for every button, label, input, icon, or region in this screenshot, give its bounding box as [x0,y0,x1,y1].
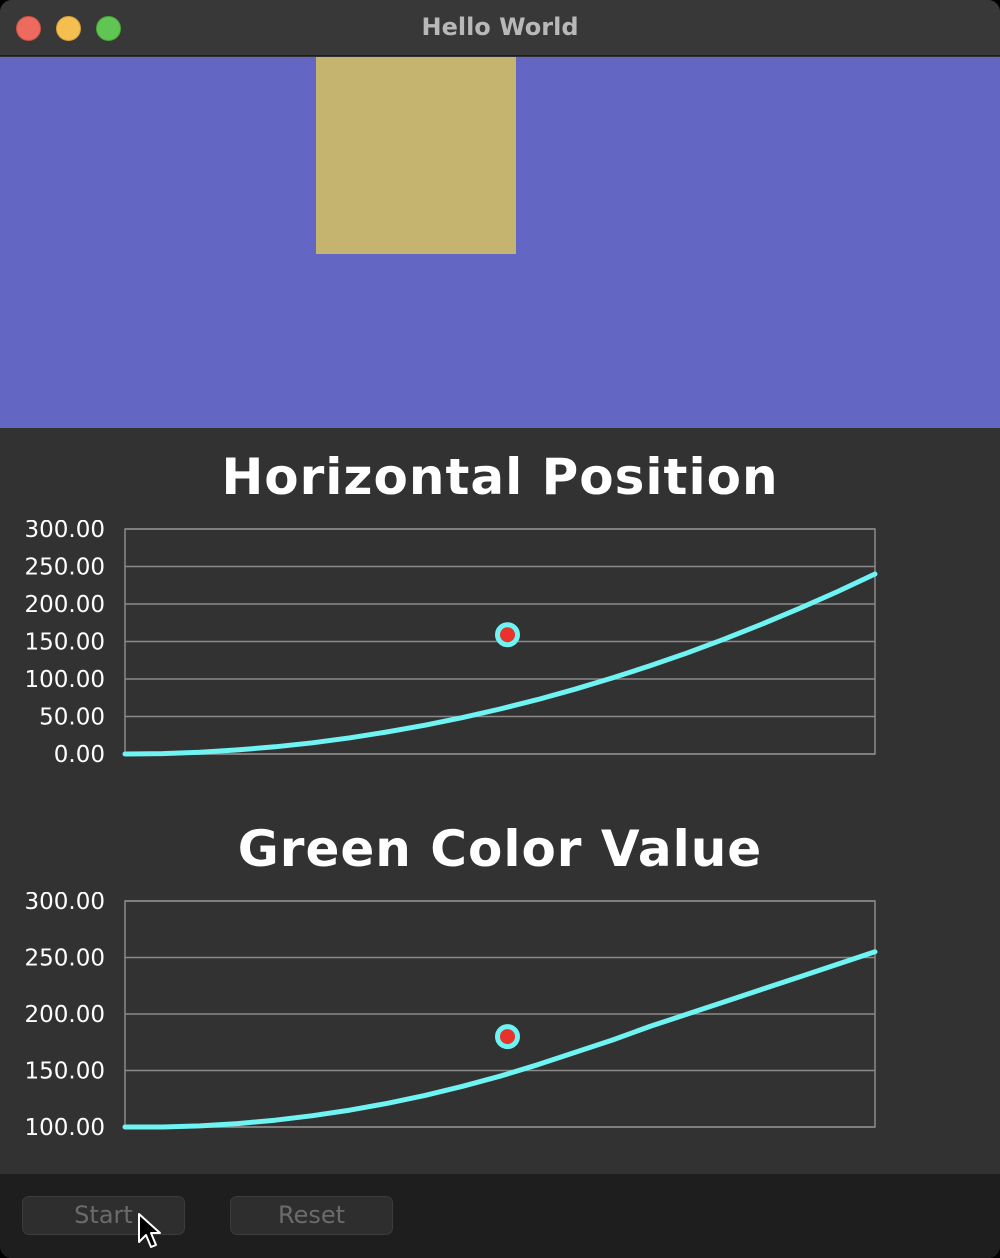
y-tick-label: 200.00 [25,1002,105,1028]
title-bar: Hello World [0,0,1000,56]
minimize-window-button[interactable] [56,16,81,41]
series-line [122,949,878,1130]
y-tick-label: 100.00 [25,1115,105,1141]
y-tick-label: 0.00 [54,742,105,768]
y-tick-label: 200.00 [25,592,105,618]
series-line [122,571,878,757]
y-tick-label: 150.00 [25,630,105,656]
y-tick-label: 250.00 [25,946,105,972]
green-color-value-chart: 100.00 150.00 200.00 250.00 300.00 [25,892,878,1141]
reset-button[interactable]: Reset [230,1196,393,1235]
chart-title-green-color-value: Green Color Value [237,820,763,878]
start-button[interactable]: Start [22,1196,185,1235]
animation-canvas [0,57,1000,428]
current-value-marker [495,1024,520,1050]
y-tick-label: 300.00 [25,520,105,543]
window-title: Hello World [421,13,579,41]
horizontal-position-chart: 0.00 50.00 100.00 150.00 200.00 250.00 300.00 [25,520,878,768]
control-bar: Start Reset [0,1174,1000,1258]
chart-title-horizontal-position: Horizontal Position [221,448,779,506]
y-tick-label: 250.00 [25,555,105,581]
animated-square [316,57,516,254]
y-tick-label: 300.00 [25,892,105,915]
close-window-button[interactable] [16,16,41,41]
y-tick-label: 150.00 [25,1059,105,1085]
mouse-cursor-icon [138,1213,161,1248]
current-value-marker [495,622,520,648]
zoom-window-button[interactable] [96,16,121,41]
y-tick-label: 100.00 [25,667,105,693]
y-tick-label: 50.00 [39,705,105,731]
